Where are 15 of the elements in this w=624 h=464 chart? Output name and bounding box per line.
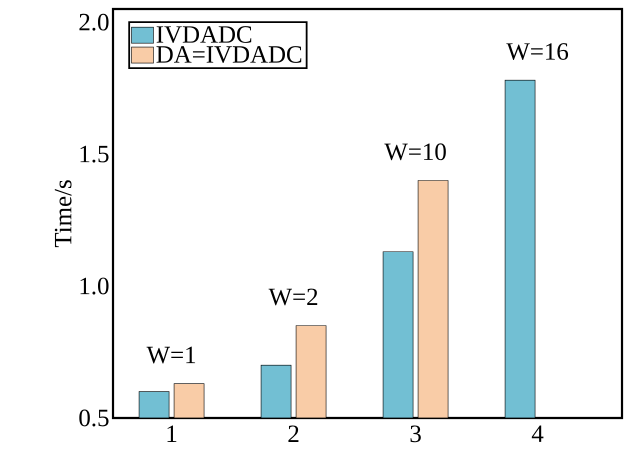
x-tick-label: 1 (168, 426, 176, 442)
annotation: W=1 (146, 346, 196, 364)
y-tick-label: 2.0 (79, 14, 109, 31)
legend-label: IVDADC (156, 26, 252, 44)
annotation: W=10 (384, 143, 446, 160)
y-tick-label: 0.5 (79, 410, 109, 426)
y-tick-label: 1.5 (80, 146, 109, 163)
x-tick-label: 2 (288, 426, 298, 442)
annotation: W=16 (506, 43, 568, 60)
x-tick-label: 3 (410, 426, 421, 442)
x-tick-label: 4 (532, 426, 544, 442)
legend-label: DA=IVDADC (156, 46, 302, 63)
y-tick-label: 1.0 (80, 278, 109, 295)
annotation: W=2 (268, 288, 318, 306)
y-axis-title: Time/s (54, 180, 72, 248)
